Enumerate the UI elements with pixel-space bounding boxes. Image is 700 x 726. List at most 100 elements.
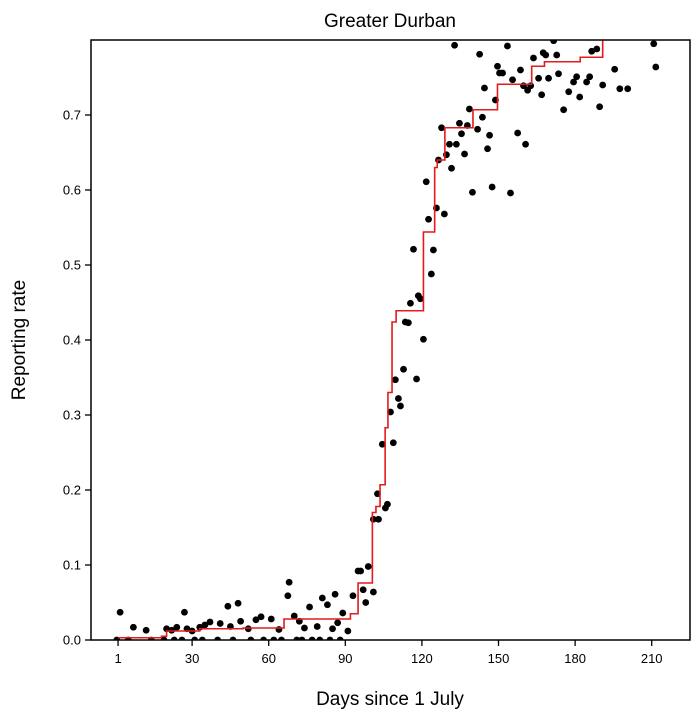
data-point [336,636,344,640]
data-point [198,636,206,640]
data-point [216,620,224,627]
data-point [451,41,458,49]
data-point [293,636,301,640]
data-point [364,563,372,570]
data-point [324,601,331,609]
data-point [331,590,339,598]
x-tick-label: 60 [261,651,275,666]
data-point [545,74,552,82]
data-point [469,188,476,196]
data-point [247,636,255,640]
data-point [438,124,445,132]
data-point [465,105,473,113]
x-axis-label: Days since 1 July [316,689,464,710]
data-point [129,623,137,631]
y-tick-label: 0.5 [63,258,81,273]
data-point [191,636,199,640]
x-axis: 1 30 60 90 120 150 180 210 [114,640,663,666]
data-point [318,594,326,602]
data-point [224,602,232,610]
data-point [624,85,632,93]
y-axis-label: Reporting rate [9,280,30,400]
data-point [420,335,427,343]
data-point [576,93,584,101]
x-tick-label: 90 [338,651,352,666]
data-point [440,210,448,218]
data-point [237,617,245,625]
data-point [488,183,496,191]
x-tick-label: 210 [641,651,663,666]
data-point [316,636,324,640]
data-point [486,131,493,139]
data-point [650,40,658,48]
data-point [422,178,430,186]
data-point [588,47,596,55]
data-point [514,129,522,137]
data-point [427,270,435,278]
data-point [443,151,450,159]
data-point [504,42,511,50]
data-point [306,603,313,611]
data-point [542,51,550,59]
data-point [391,376,399,384]
data-point [359,586,367,594]
data-point [378,440,386,448]
data-point [484,145,491,153]
data-point [344,627,352,635]
data-point [550,40,558,45]
data-point [425,215,432,223]
data-point [616,85,624,93]
data-point [452,140,460,148]
data-point [301,624,308,632]
y-tick-label: 0.2 [63,483,81,498]
data-point [369,588,377,596]
data-point [410,245,417,253]
data-point [362,599,370,606]
data-point [357,567,365,575]
x-tick-label: 120 [411,651,433,666]
data-point [178,636,186,640]
data-point [395,395,402,402]
data-point [389,439,397,447]
y-tick-label: 0.6 [63,183,81,198]
data-point [234,599,242,607]
data-point [407,299,414,307]
y-tick-label: 0.0 [63,633,81,648]
data-point [229,636,237,640]
data-point [349,592,357,600]
data-point [553,51,561,59]
data-point [252,616,260,624]
data-point [570,78,577,86]
data-point [522,140,529,148]
chart-title: Greater Durban [324,11,456,32]
data-point [555,70,562,78]
data-point [181,608,188,616]
data-point [527,82,535,90]
data-point [260,636,268,640]
data-point [446,140,453,148]
data-point [387,408,394,416]
y-tick-label: 0.1 [63,558,81,573]
data-point [270,636,278,640]
data-point [586,73,594,81]
plot-frame [90,39,691,641]
data-point [573,73,581,81]
data-point [583,78,590,86]
data-point [375,515,382,523]
data-point [494,62,501,70]
data-point [290,612,298,620]
data-point [509,76,516,84]
x-tick-label: 180 [564,651,586,666]
data-point [374,490,381,498]
data-point [160,636,168,640]
data-point [397,402,404,410]
data-point [339,609,347,617]
data-point [381,504,389,512]
data-point [461,150,468,158]
x-tick-label: 30 [185,651,199,666]
x-tick-label: 1 [114,651,121,666]
data-point [201,621,209,629]
data-point [400,365,407,373]
fit-line-group [118,40,604,639]
y-tick-label: 0.7 [63,108,81,123]
